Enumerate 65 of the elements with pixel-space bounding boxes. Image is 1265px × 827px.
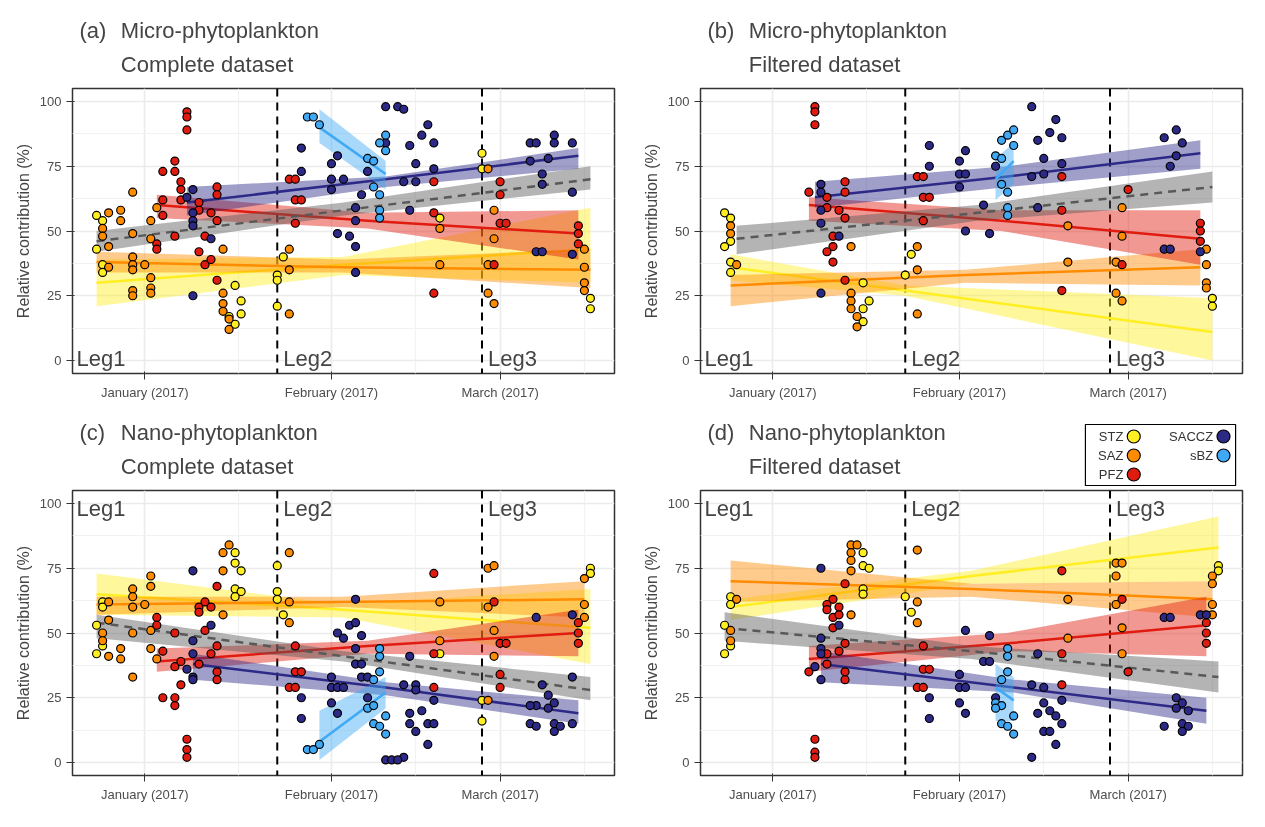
x-tick-label: January (2017) (101, 384, 189, 400)
chart-title: Micro-phytoplankton (120, 17, 319, 43)
chart-subtitle: Filtered dataset (748, 51, 901, 77)
y-tick-label: 0 (54, 353, 62, 369)
y-tick-label: 100 (39, 93, 62, 109)
y-tick-label: 0 (682, 755, 690, 771)
y-tick-label: 50 (47, 223, 62, 239)
y-tick-label: 75 (47, 158, 62, 174)
chart-title: Nano-phytoplankton (748, 419, 946, 445)
text: (d) (707, 419, 735, 445)
x-tick-label: March (2017) (1089, 786, 1167, 802)
x-tick-label: March (2017) (1089, 384, 1167, 400)
ref-line-label: Leg2 (283, 495, 333, 521)
text: (a) (79, 17, 107, 43)
y-tick-label: 75 (675, 158, 690, 174)
y-tick-label: 25 (675, 288, 690, 304)
chart-title: Micro-phytoplankton (748, 17, 947, 43)
x-tick-label: January (2017) (101, 786, 189, 802)
x-tick-label: January (2017) (729, 384, 817, 400)
x-tick-label: February (2017) (912, 384, 1007, 400)
x-tick-label: February (2017) (284, 384, 379, 400)
chart-title: Nano-phytoplankton (120, 419, 318, 445)
y-axis-title: Relative contribution (%) (642, 143, 660, 319)
legend-label: STZ (1098, 429, 1124, 444)
chart-subtitle: Filtered dataset (748, 453, 901, 479)
y-tick-label: 50 (675, 223, 690, 239)
y-tick-label: 25 (47, 690, 62, 706)
legend-label: PFZ (1098, 467, 1124, 482)
legend-label: SACCZ (1169, 429, 1214, 444)
x-tick-label: February (2017) (912, 786, 1007, 802)
y-tick-label: 50 (675, 625, 690, 641)
annotation: Leg1 (76, 495, 126, 521)
x-tick-label: March (2017) (461, 786, 539, 802)
annotation: Leg1 (704, 345, 754, 371)
y-tick-label: 75 (47, 560, 62, 576)
ref-line-label: Leg3 (488, 495, 537, 521)
annotation: Leg1 (76, 345, 126, 371)
y-tick-label: 0 (682, 353, 690, 369)
y-tick-label: 75 (675, 560, 690, 576)
x-tick-label: February (2017) (284, 786, 379, 802)
legend-label: SAZ (1098, 448, 1124, 463)
chart-subtitle: Complete dataset (120, 453, 294, 479)
y-tick-label: 50 (47, 625, 62, 641)
x-tick-label: March (2017) (461, 384, 539, 400)
y-axis-title: Relative contribution (%) (14, 545, 32, 721)
chart-subtitle: Complete dataset (120, 51, 294, 77)
ref-line-label: Leg2 (911, 345, 961, 371)
y-axis-title: Relative contribution (%) (14, 143, 32, 319)
ref-line-label: Leg3 (1116, 495, 1165, 521)
y-tick-label: 25 (675, 690, 690, 706)
y-axis-title: Relative contribution (%) (642, 545, 660, 721)
y-tick-label: 100 (667, 495, 690, 511)
y-tick-label: 25 (47, 288, 62, 304)
ref-line-label: Leg3 (1116, 345, 1165, 371)
y-tick-label: 0 (54, 755, 62, 771)
ref-line-label: Leg2 (911, 495, 961, 521)
ref-line-label: Leg2 (283, 345, 333, 371)
ref-line-label: Leg3 (488, 345, 537, 371)
y-tick-label: 100 (39, 495, 62, 511)
x-tick-label: January (2017) (729, 786, 817, 802)
text: (c) (79, 419, 106, 445)
y-tick-label: 100 (667, 93, 690, 109)
legend-label: sBZ (1190, 448, 1214, 463)
text: (b) (707, 17, 735, 43)
annotation: Leg1 (704, 495, 754, 521)
